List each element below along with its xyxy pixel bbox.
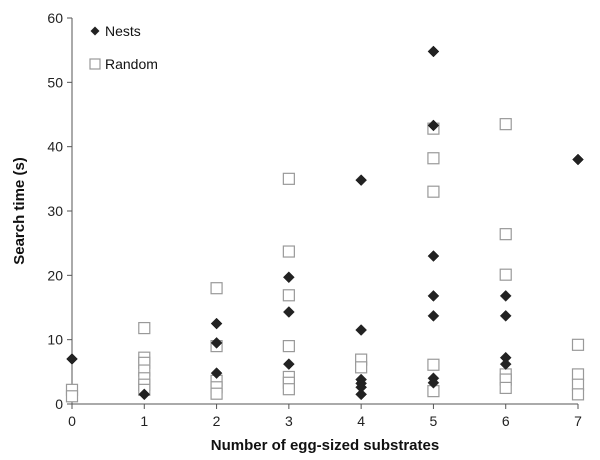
random-point	[499, 228, 512, 241]
y-tick-label: 30	[47, 203, 63, 219]
y-tick-label: 0	[55, 396, 63, 412]
random-point	[571, 338, 585, 351]
nests-point	[427, 310, 440, 322]
nests-point	[427, 290, 440, 302]
y-tick-label: 60	[47, 10, 63, 26]
nests-point	[283, 306, 295, 318]
random-point	[355, 361, 368, 374]
x-tick-label: 1	[140, 413, 148, 429]
data-points	[65, 45, 585, 403]
nests-point	[355, 388, 367, 401]
nests-point	[355, 174, 367, 186]
random-point	[499, 118, 512, 131]
x-tick-label: 5	[430, 413, 438, 429]
x-tick-label: 0	[68, 413, 76, 429]
nests-point	[283, 358, 295, 370]
random-point	[65, 390, 79, 403]
random-point	[499, 268, 512, 281]
nests-point	[355, 324, 367, 336]
random-point	[282, 245, 295, 258]
y-axis-title: Search time (s)	[11, 157, 28, 265]
random-point	[427, 358, 440, 371]
nests-point	[210, 337, 223, 349]
nests-point	[427, 119, 440, 132]
nests-point	[499, 310, 512, 322]
y-tick-label: 10	[47, 332, 63, 348]
x-axis-title: Number of egg-sized substrates	[211, 437, 439, 454]
legend-marker-random	[89, 58, 101, 70]
random-point	[210, 282, 223, 295]
x-tick-label: 7	[574, 413, 582, 429]
x-tick-label: 6	[502, 413, 510, 429]
random-point	[571, 388, 585, 401]
nests-point	[66, 353, 78, 365]
legend: Nests Random	[89, 23, 158, 72]
y-tick-label: 50	[47, 74, 63, 90]
legend-label-nests: Nests	[105, 23, 141, 39]
y-tick-label: 40	[47, 139, 63, 155]
nests-point	[427, 250, 440, 262]
x-tick-label: 4	[357, 413, 365, 429]
x-tick-label: 3	[285, 413, 293, 429]
nests-point	[499, 358, 512, 370]
nests-point	[283, 271, 295, 284]
nests-point	[427, 376, 440, 389]
nests-point	[138, 388, 151, 401]
random-point	[571, 368, 585, 381]
random-point	[499, 381, 512, 395]
random-point	[427, 185, 440, 198]
nests-point	[210, 367, 223, 379]
axes: 0 10 20 30 40 50 60 0 1 2 3 4 5 6 7	[47, 10, 582, 429]
legend-label-random: Random	[105, 56, 158, 72]
nests-point	[210, 317, 223, 330]
nests-point	[427, 45, 440, 58]
legend-marker-nests	[90, 26, 100, 36]
random-point	[282, 289, 295, 302]
x-tick-label: 2	[213, 413, 221, 429]
random-point	[427, 152, 440, 165]
nests-point	[572, 153, 584, 166]
nests-point	[499, 290, 512, 302]
random-point	[282, 172, 295, 185]
random-point	[282, 383, 295, 396]
random-point	[210, 387, 223, 400]
random-point	[138, 321, 151, 335]
y-tick-label: 20	[47, 267, 63, 283]
random-point	[282, 340, 295, 353]
